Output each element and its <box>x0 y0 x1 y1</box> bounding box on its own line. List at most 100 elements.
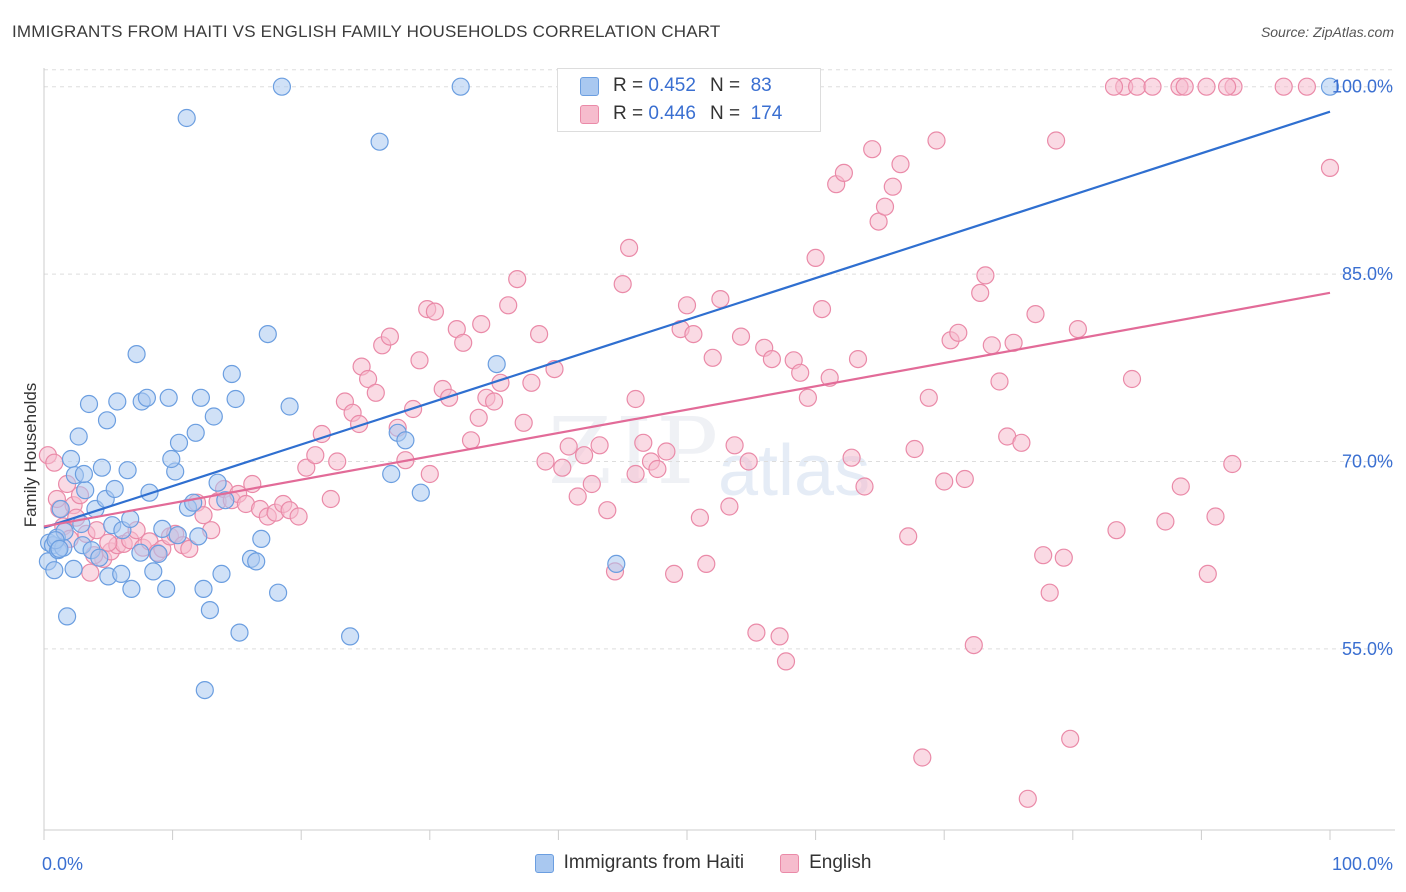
haiti-point <box>195 680 214 700</box>
english-point <box>559 437 578 456</box>
english-point <box>289 507 308 526</box>
english-point <box>568 487 587 506</box>
haiti-point <box>226 389 245 409</box>
legend-item-english[interactable]: English <box>780 852 871 874</box>
english-point <box>499 296 518 315</box>
haiti-point <box>194 579 213 599</box>
haiti-point <box>370 132 389 151</box>
haiti-point <box>451 77 470 96</box>
haiti-point <box>280 397 299 416</box>
english-point <box>798 388 818 407</box>
english-point <box>720 497 739 516</box>
english-point <box>1040 583 1059 602</box>
english-point <box>574 446 594 465</box>
haiti-point <box>144 562 163 581</box>
y-tick-label: 70.0% <box>1342 451 1393 471</box>
english-point <box>899 527 918 546</box>
haiti-point <box>189 527 208 546</box>
english-point <box>747 623 766 642</box>
stats-legend: R = 0.452 N = 83 R = 0.446 N = 174 <box>557 68 821 132</box>
haiti-point <box>97 411 117 430</box>
english-point <box>598 501 617 520</box>
english-point <box>1197 77 1216 96</box>
series-haiti-points <box>38 77 1340 700</box>
english-point <box>1206 507 1225 526</box>
english-point <box>522 373 541 392</box>
tick-labels: 55.0% 70.0% 85.0% 100.0% 0.0% 100.0% Family Ho… <box>21 77 1393 874</box>
r-label: R = <box>613 103 644 124</box>
english-point <box>949 323 968 342</box>
haiti-swatch <box>580 76 599 96</box>
english-point <box>1127 77 1147 96</box>
haiti-point <box>74 464 94 484</box>
haiti-point <box>177 108 196 128</box>
haiti-point <box>184 493 203 512</box>
english-point <box>664 564 684 584</box>
haiti-point <box>607 554 626 574</box>
haiti-point <box>186 423 205 442</box>
haiti-point <box>64 559 83 579</box>
english-point <box>1320 158 1340 177</box>
english-point <box>1122 369 1142 389</box>
english-point <box>791 363 810 382</box>
english-point <box>982 336 1001 355</box>
n-value: 83 <box>750 75 772 96</box>
english-point <box>1297 77 1317 96</box>
haiti-point <box>200 600 219 620</box>
haiti-point <box>108 392 127 411</box>
english-point <box>508 270 527 289</box>
english-point <box>180 539 199 559</box>
haiti-point <box>157 579 176 599</box>
english-trend-line <box>43 291 1331 528</box>
english-point <box>1104 77 1124 96</box>
english-point <box>1156 512 1175 531</box>
haiti-point <box>204 407 223 426</box>
english-point <box>703 348 722 367</box>
english-swatch <box>780 853 800 873</box>
haiti-point <box>247 552 266 571</box>
r-value: 0.452 <box>648 75 696 96</box>
series-legend: Immigrants from Haiti English <box>0 852 1406 874</box>
english-point <box>425 302 444 321</box>
haiti-point <box>51 499 70 519</box>
haiti-point <box>149 544 168 564</box>
english-point <box>472 315 491 334</box>
haiti-point <box>269 583 288 602</box>
haiti-trend-line <box>43 110 1331 529</box>
english-point <box>955 469 974 489</box>
haiti-point <box>341 627 360 646</box>
english-point <box>1012 433 1031 452</box>
english-point <box>81 563 100 582</box>
english-point <box>536 452 555 471</box>
english-point <box>964 635 983 655</box>
haiti-point <box>212 564 231 584</box>
english-point <box>863 140 882 159</box>
legend-label-haiti: Immigrants from Haiti <box>563 852 745 873</box>
english-point <box>812 300 832 319</box>
english-point <box>697 554 716 574</box>
english-point <box>770 627 789 646</box>
english-point <box>485 392 504 411</box>
english-point <box>855 477 874 496</box>
english-point <box>461 431 481 450</box>
english-point <box>306 446 325 465</box>
x-tick-label-min: 0.0% <box>42 854 83 874</box>
english-point <box>619 238 639 257</box>
english-point <box>613 275 632 294</box>
legend-item-haiti[interactable]: Immigrants from Haiti <box>534 852 745 874</box>
y-tick-label: 85.0% <box>1342 264 1393 284</box>
haiti-point <box>222 364 241 384</box>
english-point <box>935 472 954 491</box>
haiti-point <box>411 483 430 502</box>
english-point <box>194 506 213 525</box>
haiti-point <box>137 388 156 407</box>
english-point <box>762 350 782 369</box>
english-point <box>529 325 549 344</box>
haiti-point <box>69 427 88 446</box>
stats-row-english: R = 0.446 N = 174 <box>580 101 782 127</box>
english-point <box>1274 77 1293 96</box>
haiti-point <box>396 431 415 450</box>
n-value: 174 <box>750 103 783 124</box>
haiti-point <box>50 539 69 559</box>
english-point <box>1223 454 1242 474</box>
